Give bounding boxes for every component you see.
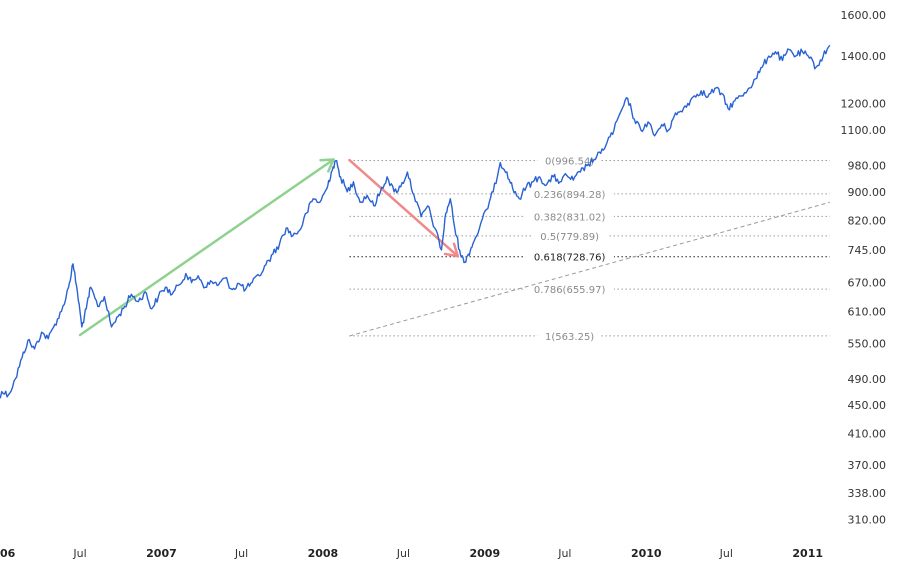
trendline-layer [349, 201, 830, 337]
y-tick-label: 1100.00 [841, 124, 887, 137]
red-downtrend-arrow-shaft [348, 158, 460, 258]
y-tick-label: 338.00 [848, 487, 887, 500]
y-tick-label: 310.00 [848, 513, 887, 526]
fib-label-bg [537, 153, 602, 167]
fib-level-label: 0(996.54) [545, 157, 594, 168]
dashed-trendline [349, 201, 830, 337]
green-uptrend-arrow-head [319, 158, 335, 173]
price-line [0, 44, 831, 399]
x-tick-label: 2006 [0, 547, 16, 560]
fib-label-bg [525, 186, 614, 200]
y-tick-label: 550.00 [848, 337, 887, 350]
y-tick-label: 370.00 [848, 459, 887, 472]
fib-level-label: 0.236(894.28) [534, 190, 606, 201]
arrow-annotations [78, 158, 460, 337]
y-tick-label: 450.00 [848, 399, 887, 412]
y-tick-label: 490.00 [848, 373, 887, 386]
green-uptrend-arrow-shaft [78, 158, 335, 337]
y-tick-label: 610.00 [848, 305, 887, 318]
x-tick-label: Jul [72, 547, 86, 560]
y-tick-label: 980.00 [848, 160, 887, 173]
fib-level-label: 1(563.25) [545, 332, 594, 343]
x-tick-label: Jul [234, 547, 248, 560]
x-tick-label: 2008 [308, 547, 339, 560]
y-tick-label: 1400.00 [841, 50, 887, 63]
fib-level-label: 0.5(779.89) [540, 232, 599, 243]
x-tick-label: 2007 [146, 547, 177, 560]
x-tick-label: Jul [396, 547, 410, 560]
x-tick-label: 2011 [792, 547, 823, 560]
fib-level-label: 0.618(728.76) [534, 253, 606, 264]
x-tick-label: 2009 [469, 547, 500, 560]
red-downtrend-arrow-head [443, 242, 460, 258]
fib-label-bg [531, 228, 608, 242]
y-tick-label: 900.00 [848, 186, 887, 199]
fib-label-bg [525, 282, 614, 296]
y-tick-label: 1200.00 [841, 97, 887, 110]
fib-label-bg [525, 249, 614, 263]
fib-label-bg [525, 209, 614, 223]
fib-level-label: 0.786(655.97) [534, 285, 606, 296]
x-tick-label: Jul [719, 547, 733, 560]
y-tick-label: 1600.00 [841, 9, 887, 22]
x-axis: 2006 Jul 2007 Jul 2008 Jul 2009 Jul 2010 Jul 2011 [0, 547, 823, 560]
price-series [0, 44, 831, 399]
y-tick-label: 410.00 [848, 428, 887, 441]
y-axis: 1600.00 1400.00 1200.00 1100.00 980.00 900.00… [841, 9, 887, 527]
y-tick-label: 820.00 [848, 214, 887, 227]
y-tick-label: 670.00 [848, 277, 887, 290]
fib-level-label: 0.382(831.02) [534, 212, 606, 223]
fibonacci-retracement: 0(996.54) 0.236(894.28) 0.382(831.02) 0.5(7… [349, 153, 830, 343]
y-tick-label: 745.00 [848, 244, 887, 257]
fib-label-bg [537, 328, 602, 342]
x-tick-label: Jul [557, 547, 571, 560]
x-tick-label: 2010 [631, 547, 662, 560]
